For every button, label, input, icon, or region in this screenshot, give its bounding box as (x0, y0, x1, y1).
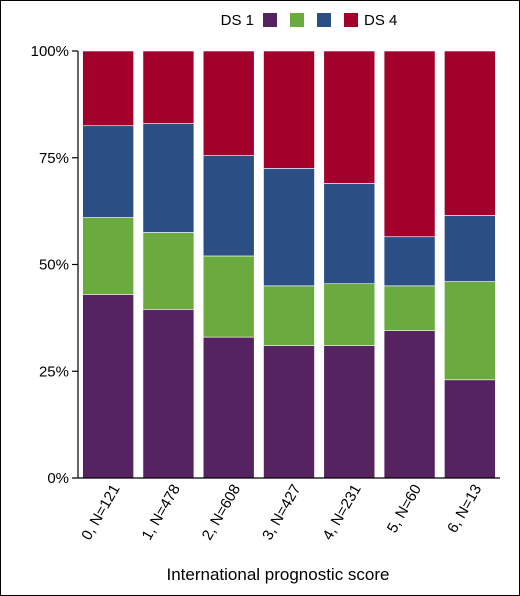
bars (82, 50, 496, 479)
bar-segment-0-3 (82, 50, 134, 127)
x-tick-label: 2, N=608 (199, 482, 244, 544)
bar-segment-0-0 (82, 294, 134, 479)
y-tick-label: 75% (39, 150, 69, 167)
bar-segment-4-1 (323, 283, 376, 346)
bar-segment-5-0 (383, 330, 436, 479)
x-axis: 0, N=121 1, N=478 2, N=608 3, N=427 4, N=231… (78, 477, 500, 544)
bar-segment-0-1 (82, 217, 134, 295)
bar-segment-3-1 (263, 285, 315, 346)
bar-segment-5-2 (383, 236, 436, 287)
y-tick-label: 0% (47, 470, 69, 487)
bar-segment-6-1 (444, 281, 496, 381)
x-tick-label: 0, N=121 (78, 482, 123, 544)
x-axis-title: International prognostic score (166, 565, 389, 584)
bar-segment-1-0 (142, 309, 195, 479)
bar-segment-2-1 (202, 255, 255, 338)
y-axis: 0% 25% 50% 75% 100% (31, 43, 79, 487)
bar-segment-2-2 (202, 155, 255, 257)
x-tick-label: 3, N=427 (259, 482, 304, 544)
x-tick-label: 6, N=13 (444, 482, 485, 536)
bar-segment-1-2 (142, 123, 195, 233)
y-tick-label: 25% (39, 363, 69, 380)
legend-swatch-1 (290, 13, 304, 27)
bar-segment-4-0 (323, 345, 376, 479)
legend-label-ds1: DS 1 (221, 12, 254, 29)
bar-segment-4-3 (323, 50, 376, 184)
legend-swatch-3 (344, 13, 358, 27)
y-tick-label: 50% (39, 257, 69, 274)
legend-swatch-2 (317, 13, 331, 27)
x-tick-label: 5, N=60 (384, 482, 425, 536)
bar-segment-4-2 (323, 183, 376, 285)
y-tick-label: 100% (31, 43, 69, 60)
bar-segment-5-3 (383, 50, 436, 238)
bar-segment-5-1 (383, 285, 436, 331)
x-tick-label: 1, N=478 (139, 482, 184, 544)
x-tick-label: 4, N=231 (319, 482, 364, 544)
bar-segment-2-3 (202, 50, 255, 156)
bar-segment-3-3 (263, 50, 315, 169)
bar-segment-1-3 (142, 50, 195, 124)
bar-segment-1-1 (142, 232, 195, 310)
legend-label-ds4: DS 4 (364, 12, 397, 29)
bar-segment-6-0 (444, 379, 496, 479)
bar-segment-6-3 (444, 50, 496, 216)
legend-swatch-0 (263, 13, 277, 27)
bar-segment-2-0 (202, 336, 255, 479)
bar-segment-0-2 (82, 125, 134, 218)
legend: DS 1 DS 4 (221, 12, 398, 29)
bar-segment-3-2 (263, 168, 315, 287)
bar-segment-3-0 (263, 345, 315, 479)
bar-segment-6-2 (444, 215, 496, 282)
